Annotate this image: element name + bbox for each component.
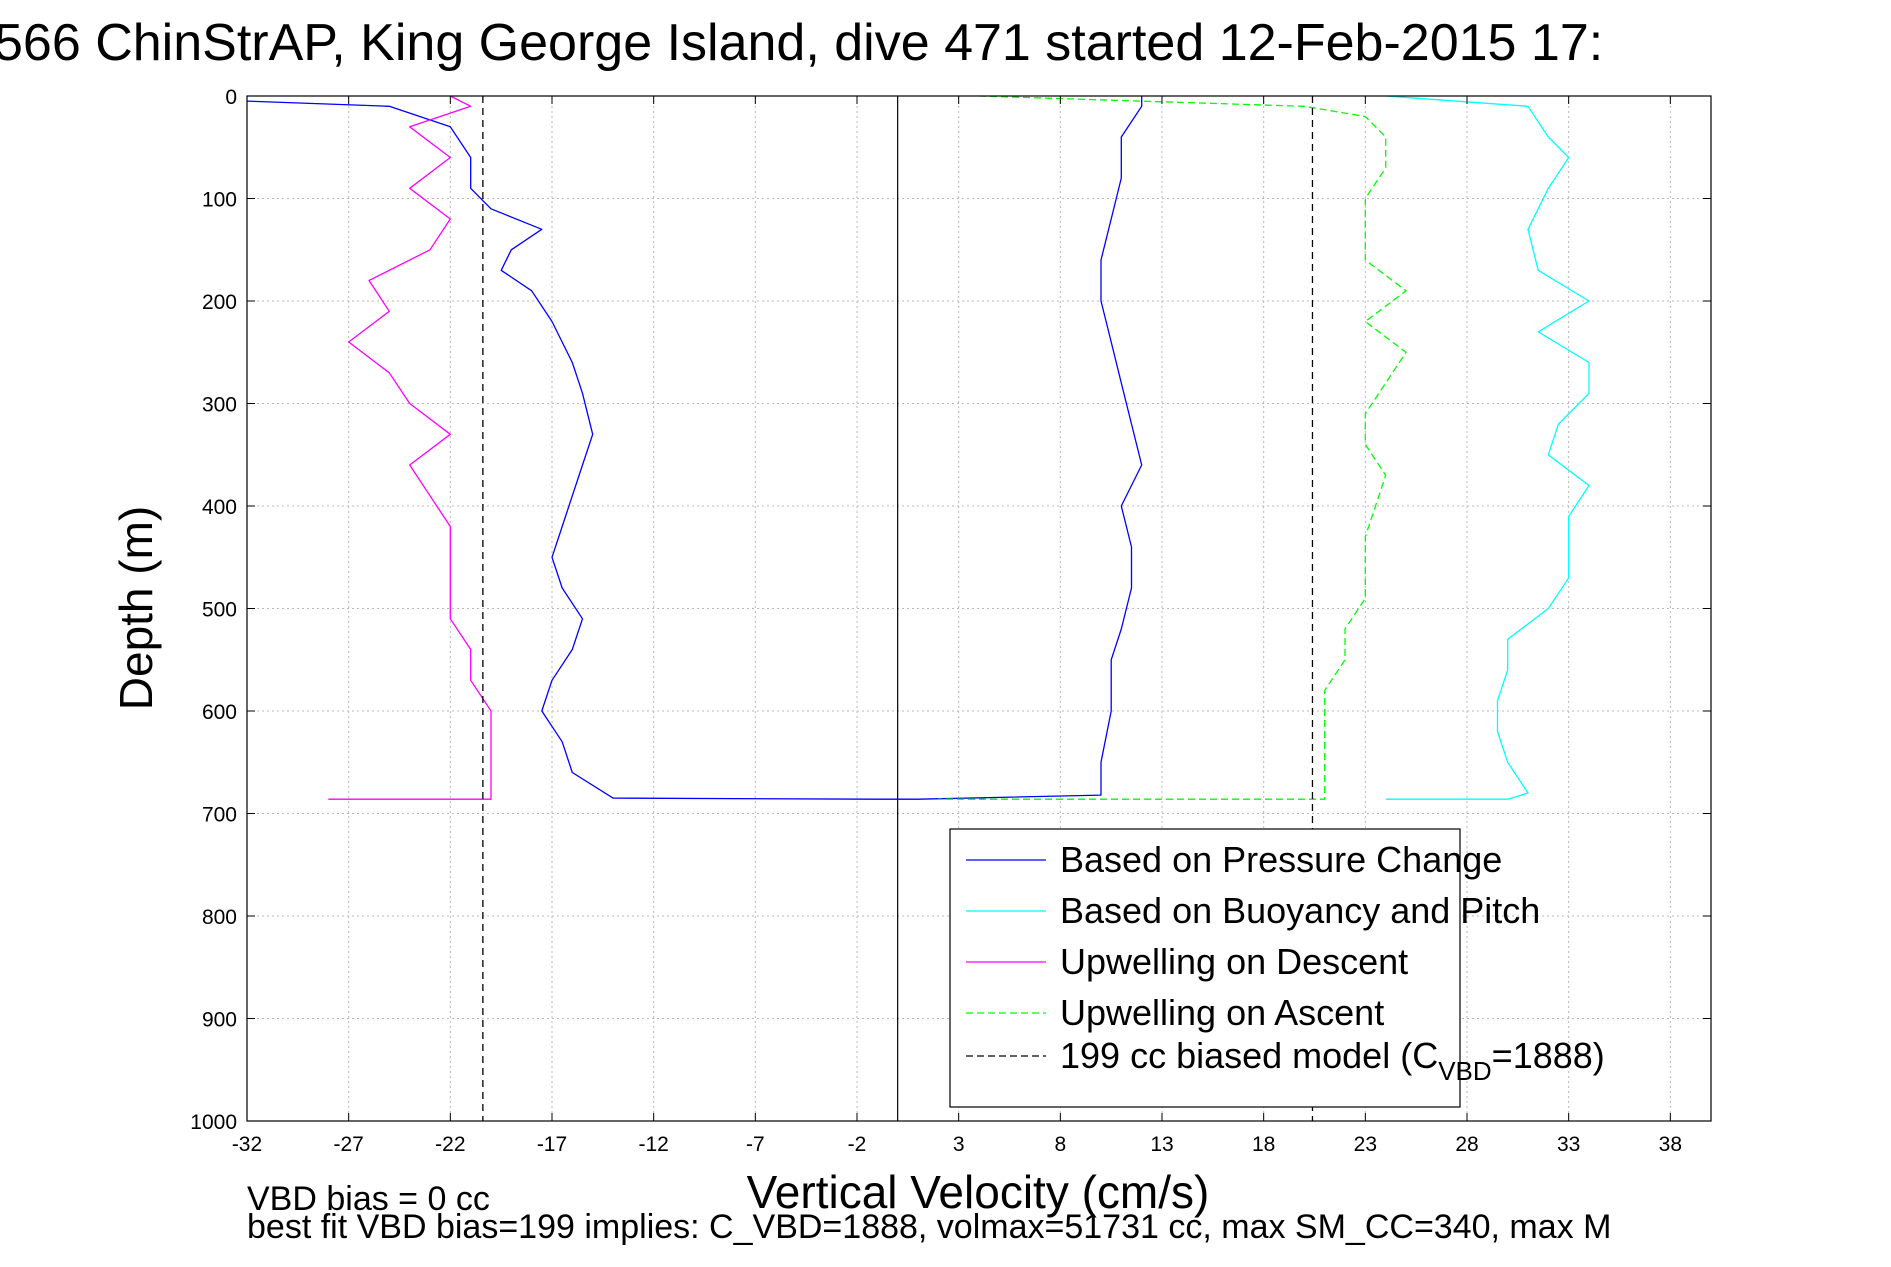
- annotation-best-fit: best fit VBD bias=199 implies: C_VBD=188…: [247, 1208, 1611, 1246]
- x-tick-label: -12: [638, 1133, 668, 1156]
- x-tick-label: 28: [1455, 1133, 1478, 1156]
- legend-label: Upwelling on Ascent: [1060, 992, 1384, 1033]
- series-line-upwelling-on-ascent: [938, 95, 1407, 800]
- x-tick-label: 18: [1252, 1133, 1275, 1156]
- x-tick-label: 8: [1054, 1133, 1066, 1156]
- legend-label: Based on Pressure Change: [1060, 839, 1502, 880]
- y-axis-label: Depth (m): [110, 506, 162, 710]
- x-tick-label: 38: [1659, 1133, 1682, 1156]
- y-tick-label: 800: [202, 906, 237, 929]
- chart-title: 566 ChinStrAP, King George Island, dive …: [0, 14, 1603, 72]
- x-tick-label: 23: [1354, 1133, 1377, 1156]
- y-tick-label: 600: [202, 701, 237, 724]
- x-tick-label: 3: [953, 1133, 965, 1156]
- series-line-based-on-pressure-change: [246, 96, 1143, 800]
- series-line-upwelling-on-descent: [328, 95, 492, 800]
- x-axis-label: Vertical Velocity (cm/s): [747, 1166, 1210, 1218]
- y-tick-label: 500: [202, 599, 237, 622]
- y-tick-label: 100: [202, 189, 237, 212]
- x-tick-label: 13: [1150, 1133, 1173, 1156]
- x-tick-label: -32: [232, 1133, 262, 1156]
- legend-box: [949, 828, 1461, 1108]
- annotation-vbd-bias: VBD bias = 0 cc: [247, 1180, 490, 1218]
- x-tick-label: -27: [333, 1133, 363, 1156]
- y-tick-label: 400: [202, 496, 237, 519]
- y-tick-label: 300: [202, 394, 237, 417]
- y-tick-label: 0: [225, 86, 237, 109]
- series-layer: [246, 95, 1590, 1121]
- tick-layer: -32 -27 -22 -17 -12 -7 -2 3 8 13 18 23 28 33 380100200…: [190, 86, 1711, 1156]
- y-tick-label: 700: [202, 804, 237, 827]
- legend-label: Based on Buoyancy and Pitch: [1060, 890, 1540, 931]
- x-tick-label: -17: [537, 1133, 567, 1156]
- legend-label: Upwelling on Descent: [1060, 941, 1408, 982]
- y-tick-label: 900: [202, 1009, 237, 1032]
- x-tick-label: -2: [848, 1133, 867, 1156]
- x-tick-label: -22: [435, 1133, 465, 1156]
- x-tick-label: 33: [1557, 1133, 1580, 1156]
- series-line-based-on-buoyancy-and-pitch: [1385, 95, 1590, 800]
- y-tick-label: 1000: [190, 1111, 237, 1134]
- y-tick-label: 200: [202, 291, 237, 314]
- x-tick-label: -7: [746, 1133, 765, 1156]
